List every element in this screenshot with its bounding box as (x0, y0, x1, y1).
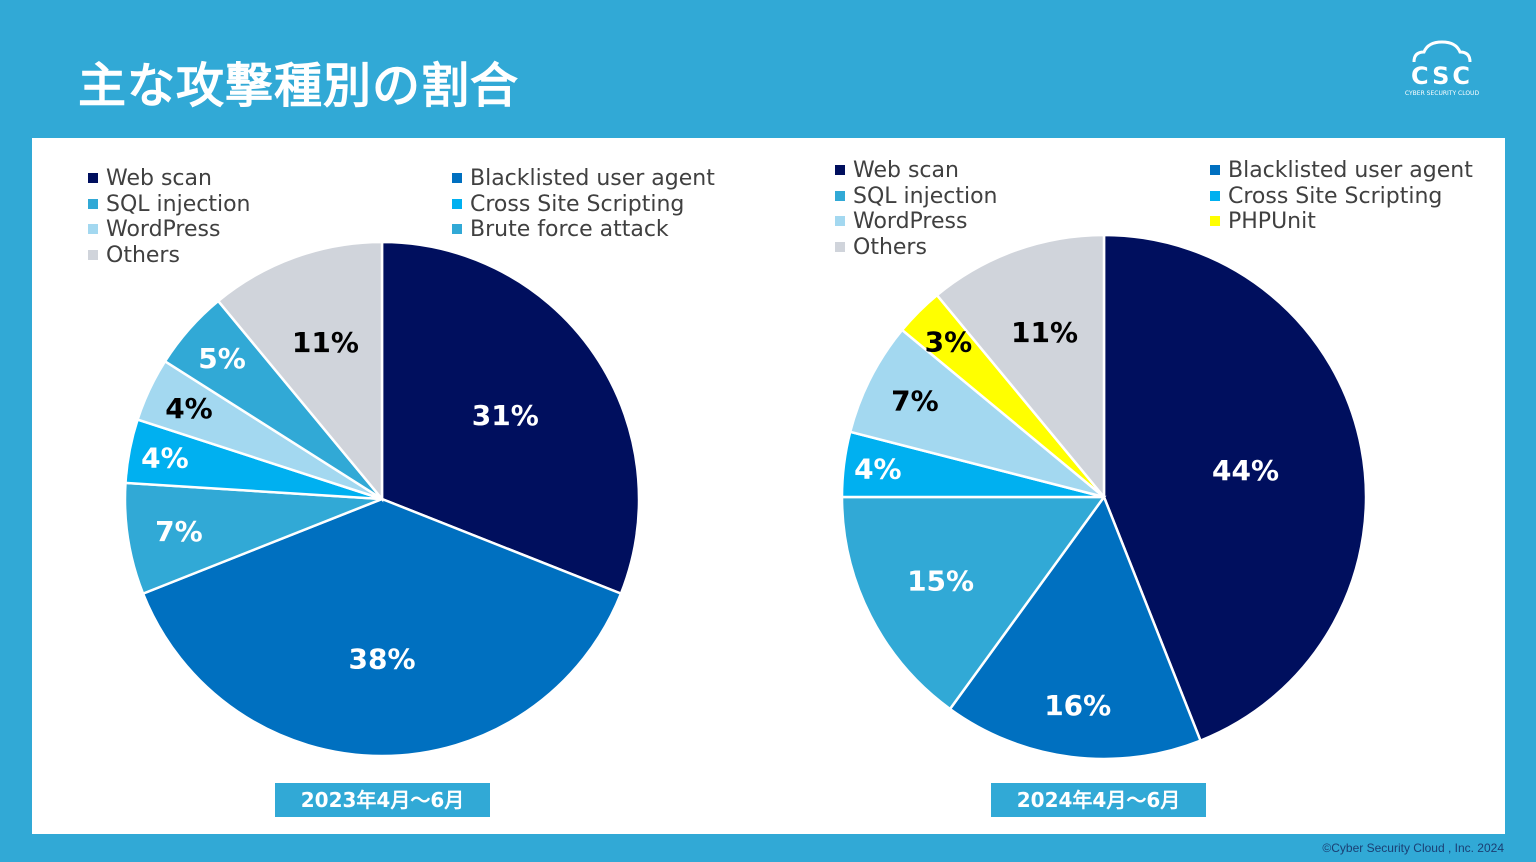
legend-item: SQL injection (88, 192, 250, 218)
legend-item: Blacklisted user agent (452, 166, 715, 192)
chart-panel: Web scan SQL injection WordPress Others Bla… (32, 138, 1505, 834)
legend-item: Web scan (835, 158, 959, 184)
pie-chart-2023: 31% 38% 7% 4% 4% 5% 11% (123, 240, 641, 758)
legend-item: Brute force attack (452, 217, 669, 243)
period-label-2024: 2024年4月～6月 (991, 783, 1206, 817)
legend-label: Cross Site Scripting (1228, 183, 1443, 209)
legend-swatch (452, 198, 462, 209)
legend-swatch (452, 173, 462, 183)
period-label-2023: 2023年4月～6月 (275, 783, 490, 817)
pie-slice (216, 240, 384, 503)
data-label: 15% (907, 564, 974, 597)
data-label: 7% (891, 385, 939, 418)
pie-slice (1102, 233, 1368, 743)
legend-item: SQL injection (835, 184, 997, 210)
legend-item: PHPUnit (1210, 209, 1316, 235)
pie-slice (948, 494, 1203, 761)
legend-swatch (1210, 190, 1220, 201)
data-label: 7% (155, 515, 203, 548)
data-label: 3% (925, 325, 973, 358)
data-label: 38% (348, 642, 415, 675)
data-label: 31% (472, 399, 539, 432)
logo-tagline: CYBER SECURITY CLOUD (1405, 90, 1480, 97)
pie-slice (848, 328, 1105, 499)
legend-label: SQL injection (106, 191, 251, 217)
logo-text: CSC (1411, 62, 1473, 90)
data-label: 16% (1044, 689, 1111, 722)
pie-slice (380, 240, 641, 596)
legend-label: PHPUnit (1228, 209, 1316, 234)
csc-logo: CSC CYBER SECURITY CLOUD (1405, 40, 1480, 97)
legend-swatch (88, 198, 98, 209)
legend-label: Web scan (853, 158, 959, 183)
legend-item: Blacklisted user agent (1210, 158, 1473, 184)
legend-item: Others (835, 235, 927, 261)
legend-label: Brute force attack (470, 217, 669, 242)
legend-label: Others (106, 242, 180, 268)
legend-item: Others (88, 243, 180, 269)
data-label: 11% (1011, 316, 1078, 349)
data-label: 4% (854, 452, 902, 485)
pie-chart-2024: 44% 16% 15% 4% 7% 3% 11% (840, 233, 1368, 761)
legend-item: WordPress (835, 209, 967, 235)
pie-slice (123, 481, 383, 596)
legend-item: Web scan (88, 166, 212, 192)
legend-swatch (835, 165, 845, 175)
data-label: 11% (292, 326, 359, 359)
data-label: 4% (141, 442, 189, 475)
page-title: 主な攻撃種別の割合 (78, 58, 520, 114)
legend-swatch (88, 173, 98, 183)
legend-label: Blacklisted user agent (1228, 158, 1473, 183)
legend-label: Web scan (106, 166, 212, 191)
legend-swatch (835, 241, 845, 252)
data-label: 44% (1212, 454, 1279, 487)
legend-swatch (1210, 165, 1220, 175)
pie-slice (840, 495, 1107, 711)
legend-swatch (88, 249, 98, 260)
legend-item: WordPress (88, 217, 220, 243)
legend-label: WordPress (853, 209, 968, 234)
legend-item: Cross Site Scripting (1210, 184, 1442, 210)
copyright: ©Cyber Security Cloud , Inc. 2024 (1322, 841, 1504, 855)
legend-label: Blacklisted user agent (470, 166, 715, 191)
legend-item: Cross Site Scripting (452, 192, 684, 218)
legend-label: WordPress (106, 217, 221, 242)
data-label: 5% (198, 342, 246, 375)
cloud-icon (1412, 40, 1472, 63)
legend-swatch (452, 224, 462, 234)
legend-label: SQL injection (853, 183, 998, 209)
pie-slice (141, 497, 623, 758)
legend-label: Cross Site Scripting (470, 191, 685, 217)
legend-swatch (88, 224, 98, 234)
legend-swatch (1210, 216, 1220, 226)
pie-slice (935, 233, 1106, 501)
legend-swatch (835, 190, 845, 201)
legend-label: Others (853, 234, 927, 260)
legend-swatch (835, 216, 845, 226)
data-label: 4% (165, 392, 213, 425)
